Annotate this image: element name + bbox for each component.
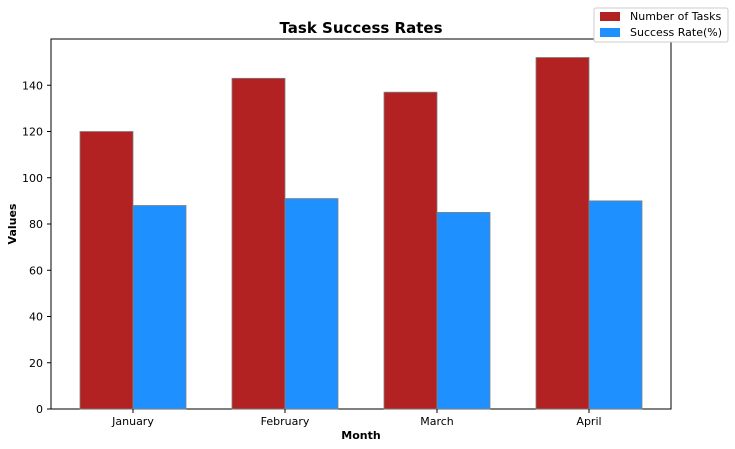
y-axis-label: Values [6, 203, 19, 244]
y-tick-label: 120 [22, 126, 43, 139]
legend-box [593, 7, 729, 43]
legend-swatch-success-rate [600, 28, 620, 37]
bar-success-rate-february [284, 198, 339, 410]
y-tick-label: 40 [29, 311, 43, 324]
bar-success-rate-january [132, 205, 187, 410]
y-tick-label: 0 [36, 403, 43, 416]
y-tick-label: 100 [22, 172, 43, 185]
x-tick-label-march: March [420, 415, 454, 428]
legend: Number of Tasks Success Rate(%) [593, 7, 729, 43]
y-axis: 0 20 40 60 80 100 120 140 [22, 79, 51, 416]
x-axis-label: Month [341, 429, 380, 442]
chart-title: Task Success Rates [279, 19, 442, 37]
y-tick-label: 20 [29, 357, 43, 370]
legend-swatch-number-of-tasks [600, 12, 620, 21]
x-tick-label-april: April [576, 415, 601, 428]
bar-success-rate-march [436, 212, 491, 410]
y-tick-label: 60 [29, 264, 43, 277]
legend-label-success-rate: Success Rate(%) [630, 26, 722, 39]
bar-success-rate-april [588, 200, 643, 410]
y-tick-label: 80 [29, 218, 43, 231]
bars-group [79, 57, 643, 410]
legend-label-number-of-tasks: Number of Tasks [630, 10, 722, 23]
x-tick-label-january: January [111, 415, 154, 428]
bar-number-of-tasks-april [535, 57, 590, 410]
bar-number-of-tasks-march [383, 91, 438, 410]
x-tick-label-february: February [261, 415, 310, 428]
y-tick-label: 140 [22, 79, 43, 92]
x-axis: January February March April [111, 409, 602, 428]
bar-number-of-tasks-january [79, 131, 134, 410]
bar-number-of-tasks-february [231, 77, 286, 410]
plot-area: 0 20 40 60 80 100 120 140 January February March A… [22, 38, 672, 428]
